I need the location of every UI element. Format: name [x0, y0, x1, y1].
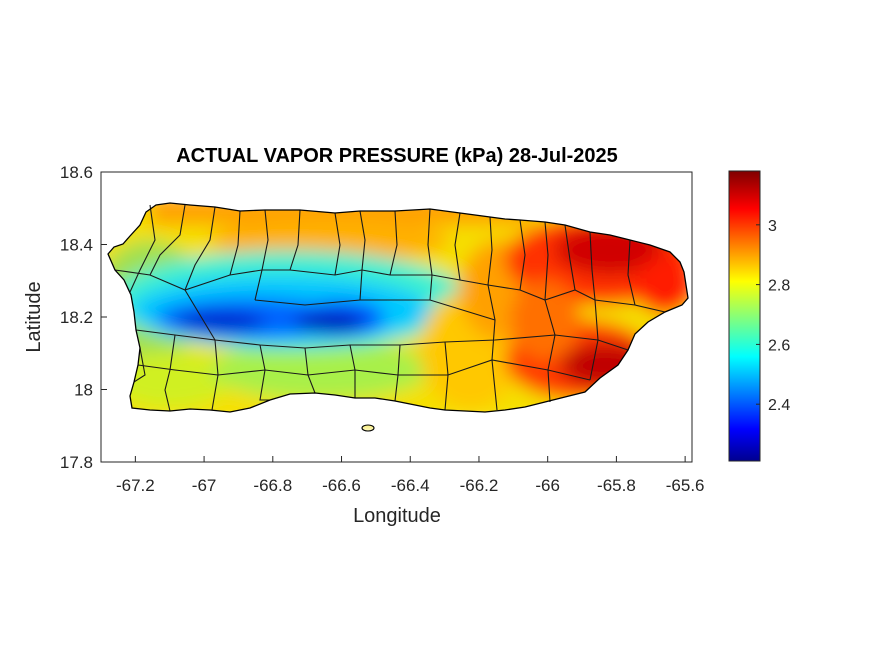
x-tick-label: -66.2 [460, 476, 499, 495]
y-tick-label: 18 [74, 381, 93, 400]
y-tick-label: 17.8 [60, 453, 93, 472]
x-tick-label: -66.4 [391, 476, 430, 495]
x-tick-label: -67.2 [116, 476, 155, 495]
x-tick-label: -66.6 [322, 476, 361, 495]
colorbar-ticks: 3 2.8 2.6 2.4 [756, 218, 790, 414]
colorbar-tick-label: 3 [768, 218, 777, 235]
x-axis: -67.2 -67 -66.8 -66.6 -66.4 -66.2 -66 -65.8 -65.… [116, 456, 705, 495]
vapor-pressure-field [108, 203, 688, 425]
municipality-boundaries [114, 204, 666, 412]
x-tick-label: -65.8 [597, 476, 636, 495]
y-axis: 18.6 18.4 18.2 18 17.8 [60, 163, 107, 472]
colorbar [728, 170, 761, 462]
colorbar-tick-label: 2.4 [768, 397, 790, 414]
y-tick-label: 18.2 [60, 308, 93, 327]
y-tick-label: 18.6 [60, 163, 93, 182]
colorbar-tick-label: 2.6 [768, 337, 790, 354]
y-tick-label: 18.4 [60, 236, 93, 255]
x-tick-label: -67 [192, 476, 217, 495]
x-tick-label: -66 [535, 476, 560, 495]
colorbar-tick-label: 2.8 [768, 278, 790, 295]
x-tick-label: -65.6 [666, 476, 705, 495]
x-axis-label: Longitude [353, 505, 441, 527]
y-axis-label: Latitude [23, 281, 45, 352]
chart-title: ACTUAL VAPOR PRESSURE (kPa) 28-Jul-2025 [176, 145, 618, 167]
x-tick-label: -66.8 [253, 476, 292, 495]
caja-de-muertos-island [361, 424, 375, 432]
